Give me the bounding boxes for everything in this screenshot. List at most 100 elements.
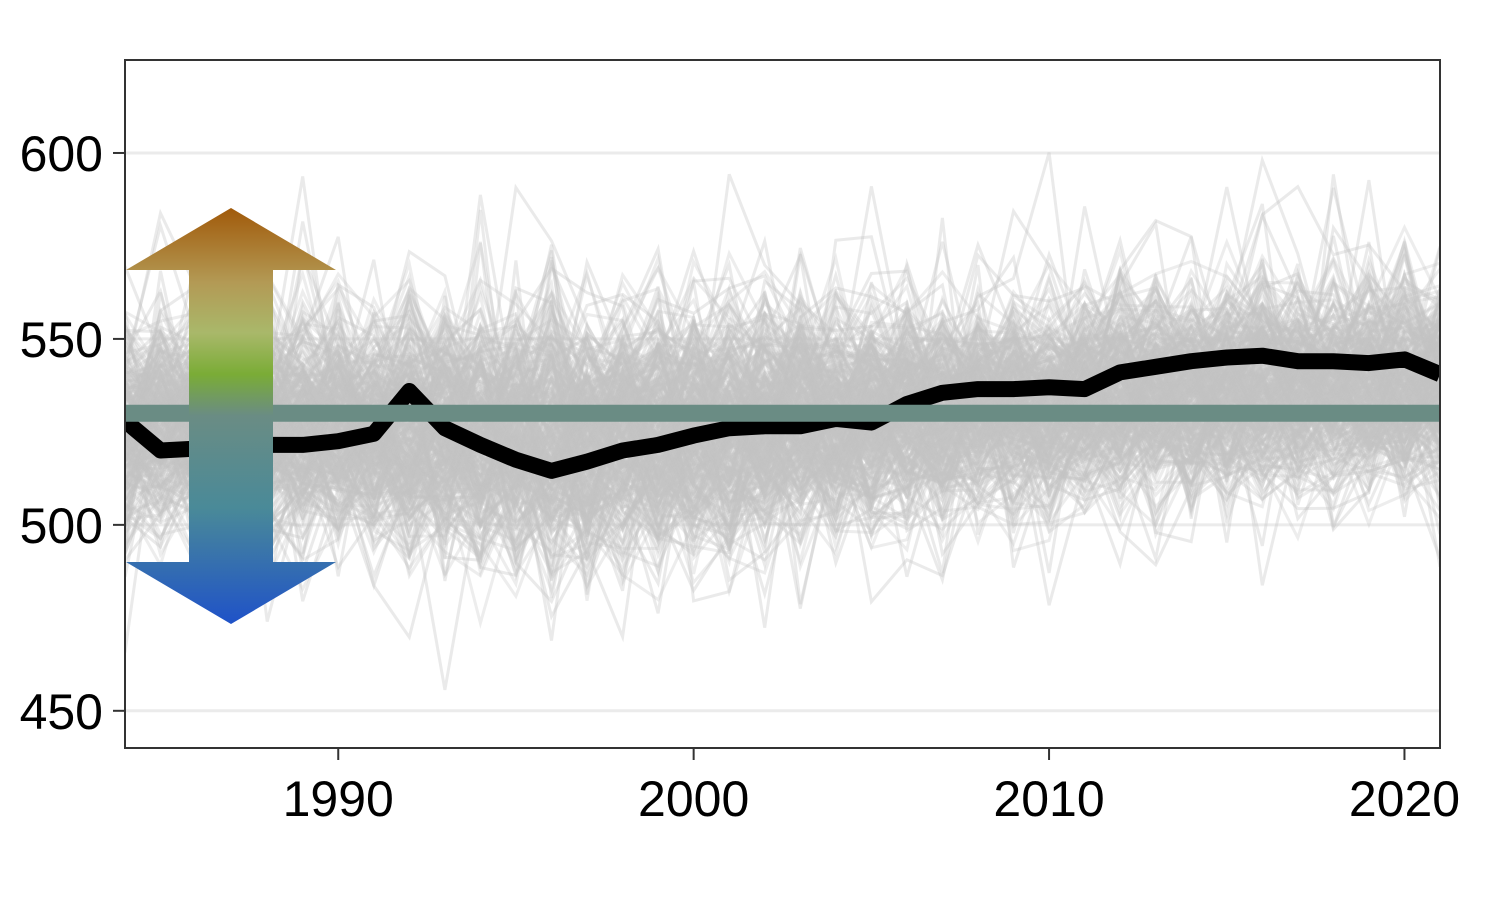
ensemble-line	[125, 367, 1440, 570]
ensemble-line	[125, 366, 1440, 589]
ensemble-line	[125, 252, 1440, 492]
ensemble-line	[125, 242, 1440, 465]
ensemble-line	[125, 280, 1440, 529]
ensemble-line	[125, 395, 1440, 553]
ensemble-line	[125, 300, 1440, 489]
ensemble-line	[125, 244, 1440, 691]
ensemble-line	[125, 342, 1440, 578]
x-tick-label: 2000	[638, 771, 749, 827]
ensemble-line	[125, 241, 1440, 570]
ensemble-line	[125, 267, 1440, 489]
ensemble-line	[125, 335, 1440, 544]
ensemble-line	[125, 270, 1440, 449]
ensemble-line	[125, 292, 1440, 643]
plot-border	[124, 59, 1441, 749]
ensemble-line	[125, 290, 1440, 434]
ensemble-line	[125, 174, 1440, 603]
ensemble-line	[125, 292, 1440, 435]
ensemble-line	[125, 249, 1440, 614]
ensemble-line	[125, 369, 1440, 579]
ensemble-line	[125, 369, 1440, 532]
ensemble-line	[125, 354, 1440, 587]
ensemble-line	[125, 337, 1440, 529]
ensemble-line	[125, 301, 1440, 491]
ensemble-line	[125, 359, 1440, 550]
ensemble-line	[125, 261, 1440, 490]
ensemble-line	[125, 350, 1440, 509]
ensemble-line	[125, 331, 1440, 530]
ensemble-line	[125, 309, 1440, 499]
ensemble-line	[125, 342, 1440, 537]
ensemble-line	[125, 304, 1440, 522]
ensemble-line	[125, 358, 1440, 553]
ensemble-line	[125, 269, 1440, 466]
ensemble-line	[125, 277, 1440, 489]
ensemble-line	[125, 324, 1440, 472]
x-tick-label: 1990	[283, 771, 394, 827]
ensemble-line	[125, 392, 1440, 598]
axes: 450 500 550 600 1990 2000 2010 2020	[20, 126, 1461, 827]
ensemble-line	[125, 307, 1440, 482]
ensemble-line	[125, 268, 1440, 561]
ensemble-line	[125, 335, 1440, 526]
plot-background	[125, 60, 1440, 748]
ensemble-line	[125, 280, 1440, 487]
ensemble-line	[125, 404, 1440, 562]
ensemble-line	[125, 384, 1440, 577]
ensemble-line	[125, 339, 1440, 529]
ensemble-line	[125, 267, 1440, 507]
ensemble-line	[125, 325, 1440, 544]
ensemble-line	[125, 374, 1440, 602]
ensemble-line	[125, 300, 1440, 457]
y-tick-label: 450	[20, 684, 103, 740]
ensemble-line	[125, 341, 1440, 508]
ensemble-line	[125, 323, 1440, 533]
ensemble-line	[125, 320, 1440, 578]
ensemble-line	[125, 340, 1440, 559]
ensemble-line	[125, 370, 1440, 629]
ensemble-line	[125, 275, 1440, 440]
ensemble-line	[125, 355, 1440, 562]
ensemble-line	[125, 223, 1440, 414]
x-tick-label: 2010	[993, 771, 1104, 827]
highlight-line	[125, 347, 1440, 479]
ensemble-line	[125, 358, 1440, 551]
ensemble-line	[125, 396, 1440, 556]
ensemble-line	[125, 302, 1440, 577]
ensemble-line	[125, 336, 1440, 487]
ensemble-line	[125, 405, 1440, 596]
ensemble-line	[125, 368, 1440, 577]
ensemble-line	[125, 278, 1440, 524]
ensemble-line	[125, 273, 1440, 483]
ensemble-line	[125, 251, 1440, 455]
highlight-series	[125, 347, 1440, 479]
ensemble-line	[125, 352, 1440, 508]
ensemble-line	[125, 338, 1440, 506]
ensemble-line	[125, 310, 1440, 585]
ensemble-line	[125, 245, 1440, 451]
ensemble-line	[125, 345, 1440, 562]
ensemble-line	[125, 378, 1440, 571]
ensemble-line	[125, 275, 1440, 571]
ensemble-line	[125, 292, 1440, 454]
ensemble-line	[125, 261, 1440, 583]
ensemble-line	[125, 256, 1440, 442]
ensemble-line	[125, 268, 1440, 605]
ensemble-line	[125, 241, 1440, 582]
ensemble-line	[125, 242, 1440, 473]
ensemble-line	[125, 275, 1440, 535]
y-tick-label: 600	[20, 126, 103, 182]
ensemble-line	[125, 326, 1440, 528]
double-arrow-icon	[126, 208, 336, 624]
ensemble-line	[125, 351, 1440, 559]
x-tick-label: 2020	[1349, 771, 1460, 827]
ensemble-line	[125, 241, 1440, 568]
ensemble-line	[125, 311, 1440, 550]
ensemble-line	[125, 352, 1440, 561]
ensemble-line	[125, 371, 1440, 538]
ensemble-line	[125, 207, 1440, 546]
ensemble-line	[125, 279, 1440, 487]
ensemble-line	[125, 325, 1440, 546]
ensemble-line	[125, 347, 1440, 552]
